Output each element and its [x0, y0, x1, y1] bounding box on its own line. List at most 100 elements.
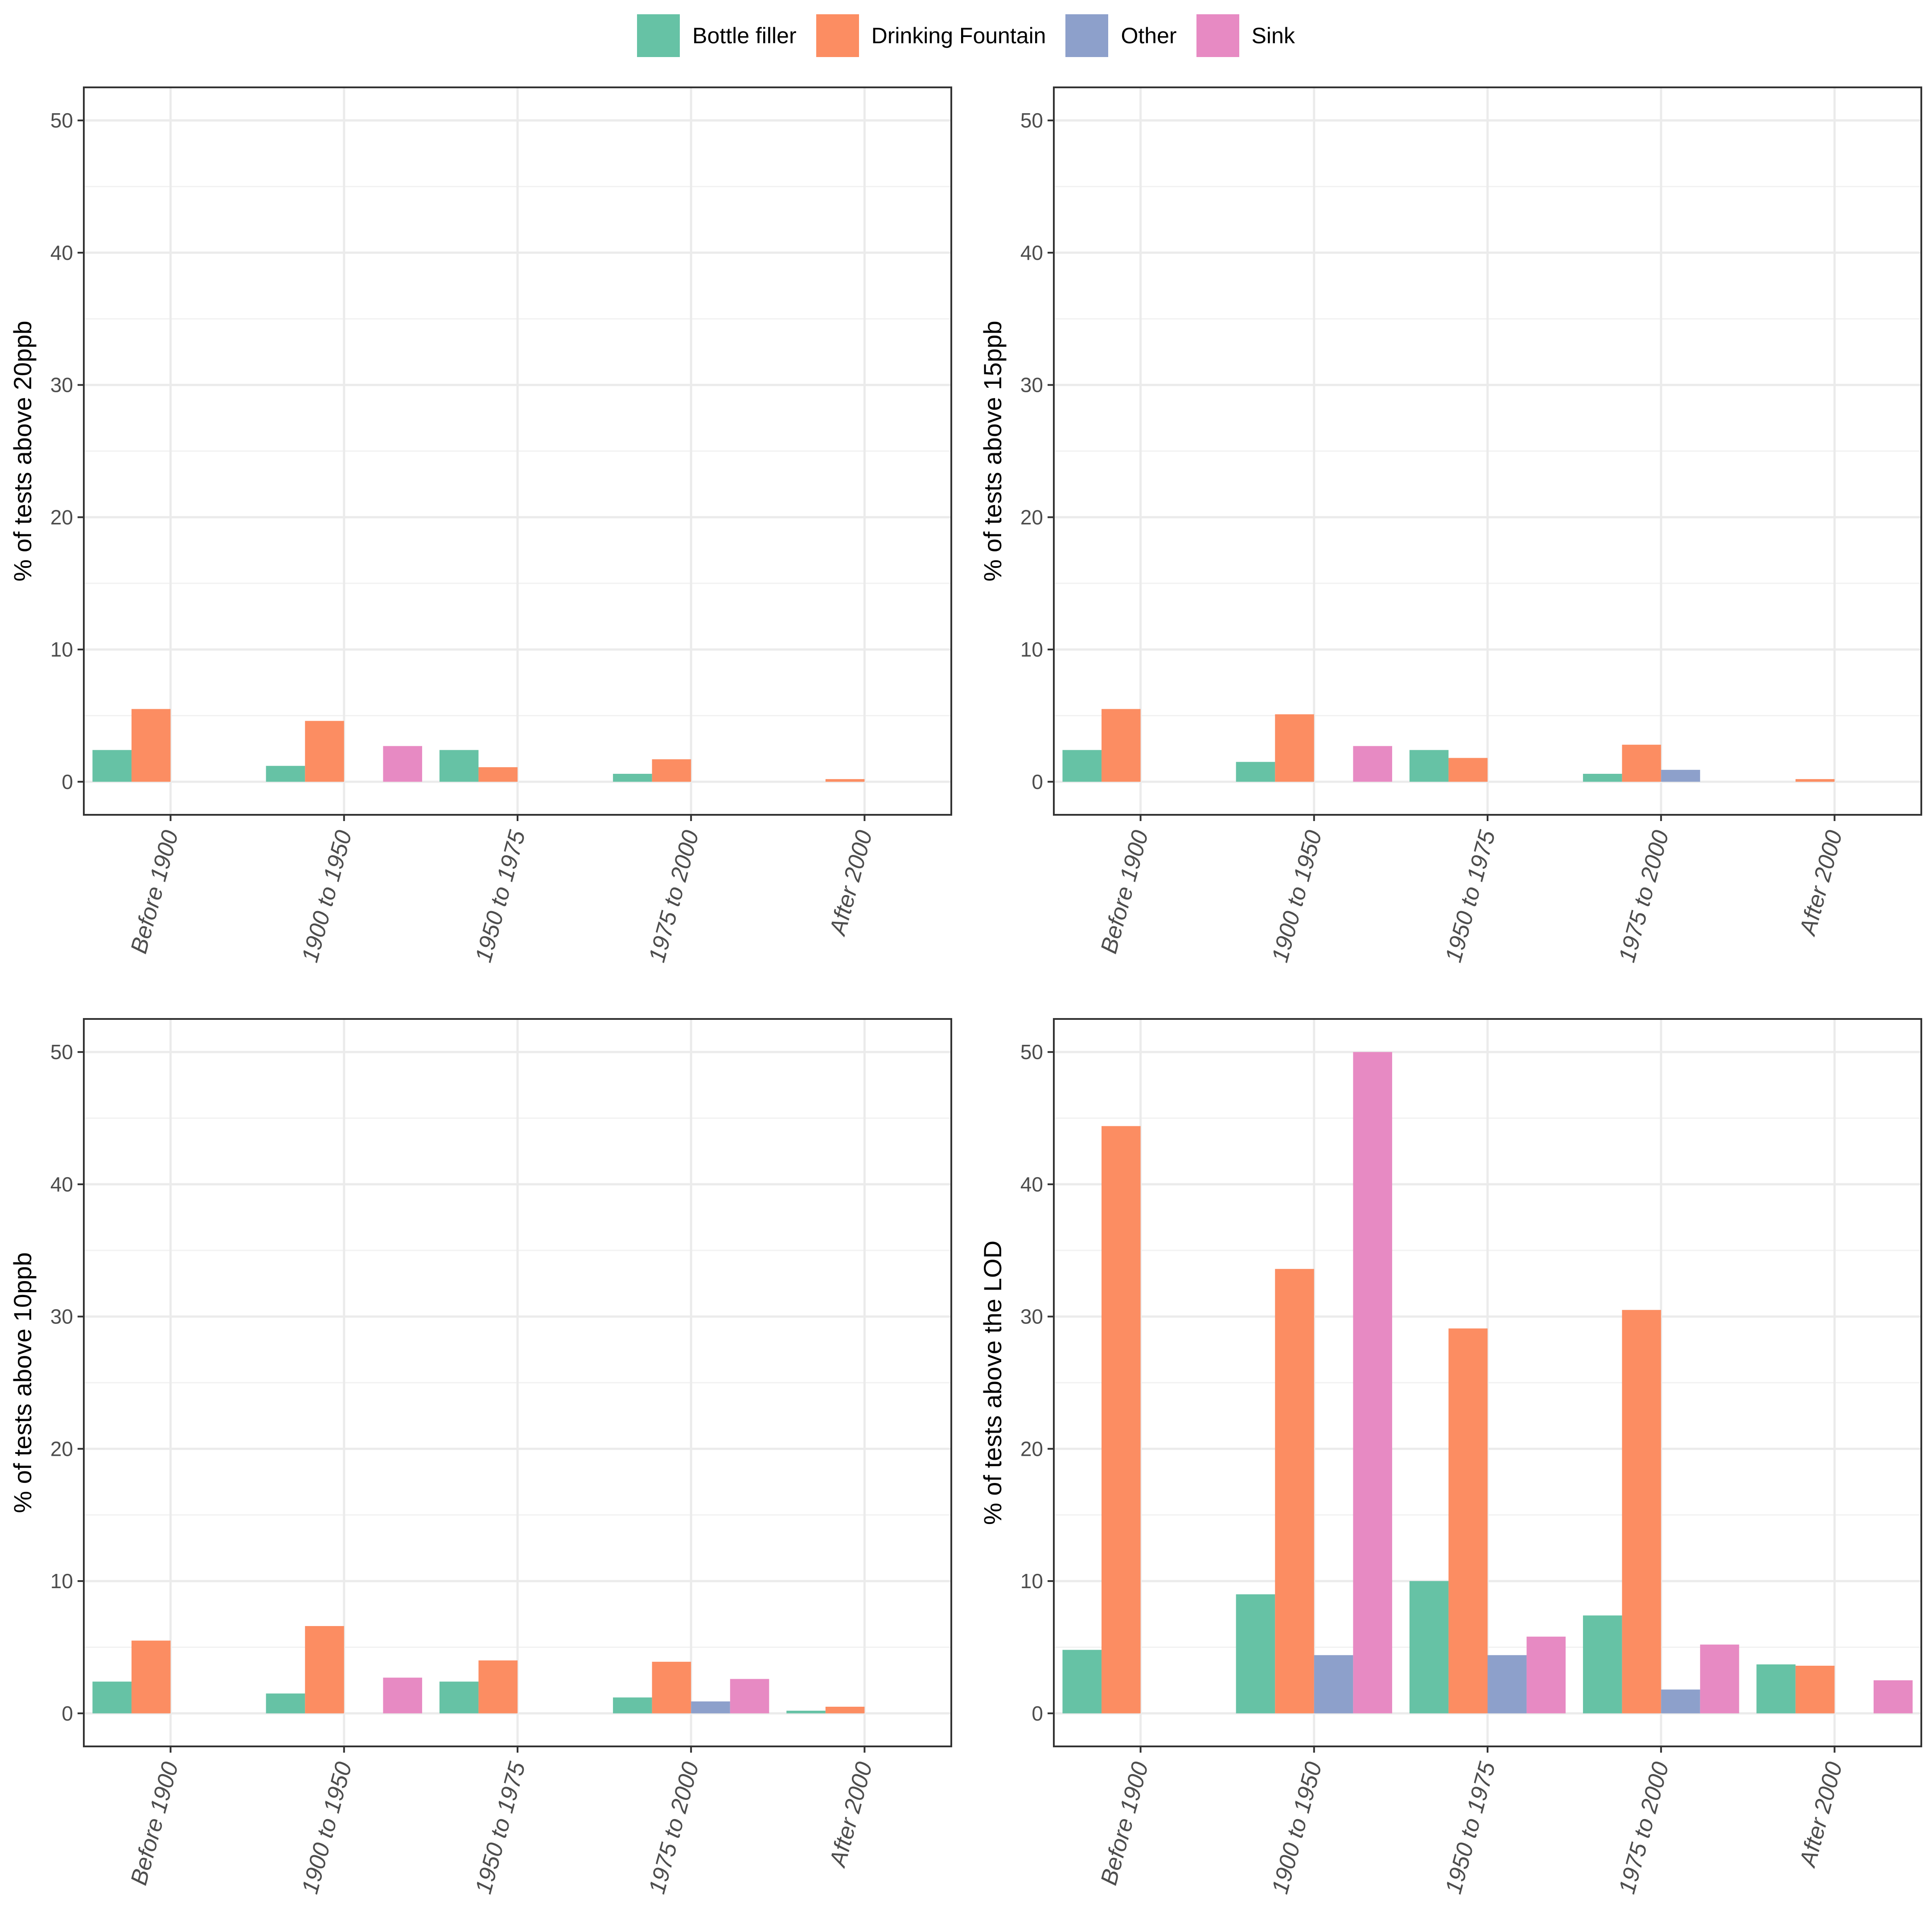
x-tick-label-1975-to-2000: 1975 to 2000 [1614, 1759, 1674, 1897]
chart-panel-3: 0 10 20 30 40 50 Before 1900 1900 to 1950 1950 t… [8, 1018, 952, 1897]
y-tick-label: 20 [1020, 1437, 1043, 1460]
x-tick-label-1900-to-1950: 1900 to 1950 [1267, 1759, 1327, 1897]
legend-item-drinking-fountain: Drinking Fountain [816, 14, 1046, 57]
y-tick-label: 20 [50, 505, 73, 529]
chart-panel-1: 0 10 20 30 40 50 Before 1900 1900 to 1950 1950 t… [8, 86, 952, 965]
y-tick-label: 0 [1032, 1702, 1043, 1725]
legend-label: Sink [1251, 23, 1295, 48]
x-tick-label-before-1900: Before 1900 [126, 828, 183, 957]
y-axis-title: % of tests above 10ppb [8, 1252, 37, 1513]
bar-sink-1950-to-1975 [1526, 1636, 1566, 1713]
bar-bottle-filler-1975-to-2000 [1583, 774, 1622, 782]
bar-sink-after-2000 [1873, 1680, 1913, 1713]
bar-bottle-filler-1900-to-1950 [266, 1693, 305, 1713]
x-tick-label-after-2000: After 2000 [1794, 828, 1847, 939]
y-tick-label: 10 [50, 1569, 73, 1593]
y-tick-label: 40 [50, 1173, 73, 1196]
legend: Bottle filler Drinking Fountain Other Si… [0, 13, 1932, 58]
legend-item-other: Other [1065, 14, 1177, 57]
bar-drinking-fountain-1975-to-2000 [1622, 744, 1661, 782]
x-tick-label-1950-to-1975: 1950 to 1975 [470, 1759, 530, 1897]
bar-sink-1900-to-1950 [1353, 746, 1392, 782]
y-tick-label: 50 [50, 1040, 73, 1064]
legend-item-bottle-filler: Bottle filler [637, 14, 797, 57]
bar-bottle-filler-1950-to-1975 [1409, 1581, 1449, 1713]
bar-bottle-filler-after-2000 [786, 1710, 826, 1713]
x-tick-label-after-2000: After 2000 [824, 828, 877, 939]
x-tick-label-1975-to-2000: 1975 to 2000 [1614, 828, 1674, 965]
x-tick-label-1950-to-1975: 1950 to 1975 [1440, 1759, 1500, 1897]
bar-bottle-filler-before-1900 [92, 1681, 132, 1713]
x-tick-label-1975-to-2000: 1975 to 2000 [644, 828, 704, 965]
y-tick-label: 40 [1020, 241, 1043, 264]
x-tick-label-1900-to-1950: 1900 to 1950 [297, 1759, 357, 1897]
bar-drinking-fountain-after-2000 [1795, 1665, 1835, 1713]
bar-bottle-filler-1975-to-2000 [613, 774, 652, 782]
bar-bottle-filler-after-2000 [1756, 1664, 1796, 1713]
x-tick-label-before-1900: Before 1900 [1096, 1759, 1153, 1888]
bar-drinking-fountain-after-2000 [825, 779, 865, 782]
bar-drinking-fountain-1900-to-1950 [1275, 1269, 1314, 1713]
x-tick-label-1975-to-2000: 1975 to 2000 [644, 1759, 704, 1897]
bar-drinking-fountain-before-1900 [132, 1640, 171, 1713]
bar-other-1900-to-1950 [1314, 1655, 1353, 1713]
bar-bottle-filler-before-1900 [1062, 750, 1102, 782]
bar-drinking-fountain-1950-to-1975 [478, 767, 518, 782]
x-tick-label-1950-to-1975: 1950 to 1975 [470, 827, 530, 965]
bar-bottle-filler-1975-to-2000 [613, 1697, 652, 1713]
bar-bottle-filler-1900-to-1950 [266, 766, 305, 782]
bar-drinking-fountain-1950-to-1975 [1448, 758, 1488, 782]
y-tick-label: 20 [1020, 505, 1043, 529]
bar-bottle-filler-1900-to-1950 [1236, 1594, 1275, 1713]
legend-label: Bottle filler [692, 23, 797, 48]
bar-bottle-filler-1975-to-2000 [1583, 1615, 1622, 1713]
bar-drinking-fountain-after-2000 [825, 1706, 865, 1713]
y-tick-label: 20 [50, 1437, 73, 1460]
bar-sink-1975-to-2000 [730, 1679, 769, 1713]
bar-drinking-fountain-1900-to-1950 [305, 1626, 344, 1713]
legend-swatch-other [1065, 14, 1109, 57]
y-tick-label: 0 [62, 770, 73, 793]
x-tick-label-1900-to-1950: 1900 to 1950 [297, 828, 357, 965]
bar-drinking-fountain-1975-to-2000 [652, 1662, 691, 1713]
y-tick-label: 50 [50, 109, 73, 132]
bar-bottle-filler-1950-to-1975 [1409, 750, 1449, 782]
bar-bottle-filler-1950-to-1975 [439, 750, 479, 782]
bar-drinking-fountain-before-1900 [132, 709, 171, 782]
bar-sink-1900-to-1950 [383, 746, 422, 782]
bar-drinking-fountain-1950-to-1975 [1448, 1328, 1488, 1713]
bar-drinking-fountain-1975-to-2000 [1622, 1310, 1661, 1713]
bar-drinking-fountain-1975-to-2000 [652, 759, 691, 782]
bar-bottle-filler-before-1900 [92, 750, 132, 782]
legend-label: Other [1121, 23, 1177, 48]
bar-drinking-fountain-1900-to-1950 [1275, 714, 1314, 782]
bar-other-1975-to-2000 [1661, 770, 1700, 782]
y-tick-label: 50 [1020, 1040, 1043, 1064]
x-tick-label-after-2000: After 2000 [1794, 1759, 1847, 1871]
y-tick-label: 0 [62, 1702, 73, 1725]
bar-bottle-filler-1950-to-1975 [439, 1681, 479, 1713]
y-axis-title: % of tests above 15ppb [978, 320, 1007, 581]
x-tick-label-1950-to-1975: 1950 to 1975 [1440, 827, 1500, 965]
legend-label: Drinking Fountain [871, 23, 1046, 48]
y-tick-label: 10 [50, 638, 73, 661]
y-tick-label: 30 [50, 374, 73, 397]
x-tick-label-before-1900: Before 1900 [126, 1759, 183, 1888]
bar-sink-1975-to-2000 [1700, 1644, 1739, 1713]
y-tick-label: 30 [50, 1305, 73, 1328]
bar-bottle-filler-before-1900 [1062, 1650, 1102, 1713]
bar-other-1950-to-1975 [1488, 1655, 1527, 1713]
y-tick-label: 40 [50, 241, 73, 264]
y-tick-label: 40 [1020, 1173, 1043, 1196]
bar-other-1975-to-2000 [691, 1701, 730, 1713]
bar-bottle-filler-1900-to-1950 [1236, 762, 1275, 782]
bar-sink-1900-to-1950 [1353, 1052, 1392, 1713]
x-tick-label-after-2000: After 2000 [824, 1759, 877, 1871]
x-tick-label-1900-to-1950: 1900 to 1950 [1267, 828, 1327, 965]
bar-drinking-fountain-1900-to-1950 [305, 721, 344, 782]
bar-other-1975-to-2000 [1661, 1689, 1700, 1713]
bar-drinking-fountain-before-1900 [1102, 1126, 1141, 1713]
legend-swatch-bottle-filler [637, 14, 680, 57]
x-tick-label-before-1900: Before 1900 [1096, 828, 1153, 957]
